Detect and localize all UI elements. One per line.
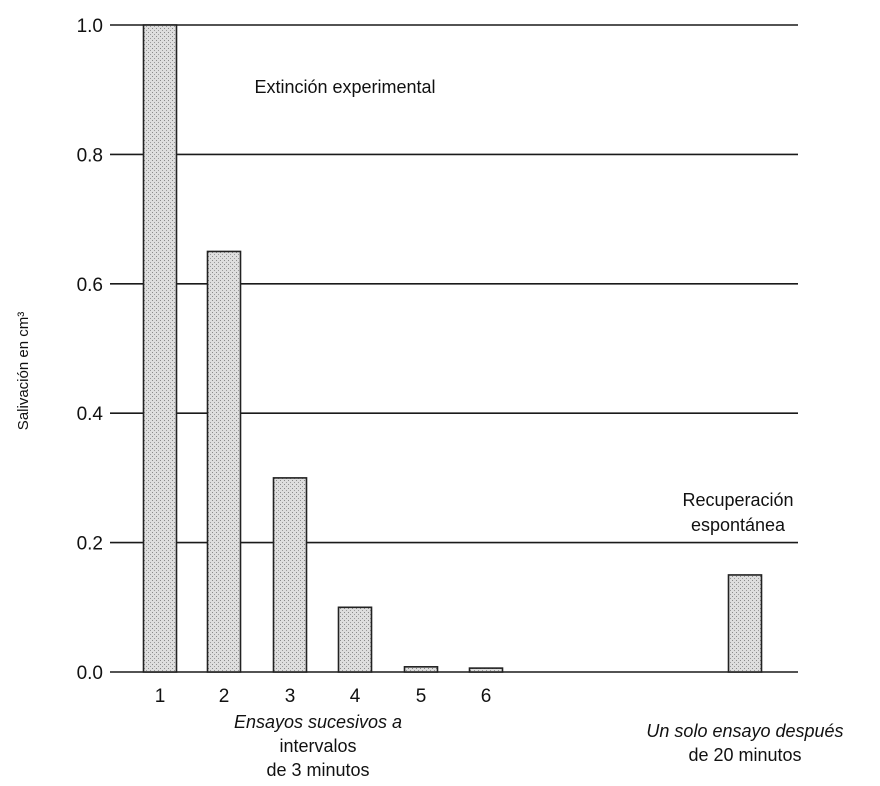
annotation-recuperacion-line-1: Recuperación [682, 490, 793, 510]
y-tick-label-2: 0.4 [77, 404, 104, 425]
bar-group1-6 [468, 667, 504, 673]
bars [142, 24, 763, 673]
x-tick-label-3: 3 [285, 686, 296, 707]
x-label-group1-line-2: intervalos [279, 736, 356, 756]
x-label-group1-line-1: Ensayos sucesivos a [234, 712, 402, 732]
y-axis-label: Salivación en cm³ [15, 312, 32, 430]
x-tick-label-2: 2 [219, 686, 230, 707]
y-tick-label-0: 0.0 [77, 663, 103, 684]
y-tick-label-1: 0.2 [77, 534, 103, 555]
bar-group1-3 [272, 477, 308, 673]
x-label-group2-line-1: Un solo ensayo después [646, 721, 843, 741]
x-tick-label-6: 6 [481, 686, 492, 707]
x-tick-label-1: 1 [155, 686, 166, 707]
x-tick-labels: 1 2 3 4 5 6 [155, 686, 492, 707]
bar-group1-1 [142, 24, 178, 673]
annotation-extincion: Extinción experimental [254, 77, 435, 97]
bar-group1-2 [206, 250, 242, 673]
y-tick-label-3: 0.6 [77, 275, 103, 296]
y-tick-label-5: 1.0 [77, 16, 103, 37]
x-tick-label-4: 4 [350, 686, 361, 707]
annotation-recuperacion-line-2: espontánea [691, 515, 786, 535]
x-label-group2-line-2: de 20 minutos [688, 745, 801, 765]
bar-group2-1 [727, 574, 763, 673]
x-label-group1-line-3: de 3 minutos [266, 760, 369, 780]
bar-group1-5 [403, 666, 439, 673]
y-tick-labels: 0.0 0.2 0.4 0.6 0.8 1.0 [77, 16, 104, 684]
bar-group1-4 [337, 606, 373, 673]
x-tick-label-5: 5 [416, 686, 427, 707]
y-tick-label-4: 0.8 [77, 145, 103, 166]
